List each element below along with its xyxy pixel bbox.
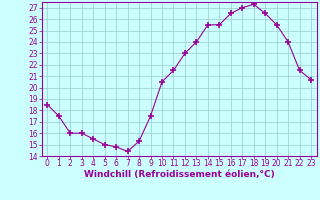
X-axis label: Windchill (Refroidissement éolien,°C): Windchill (Refroidissement éolien,°C) xyxy=(84,170,275,179)
